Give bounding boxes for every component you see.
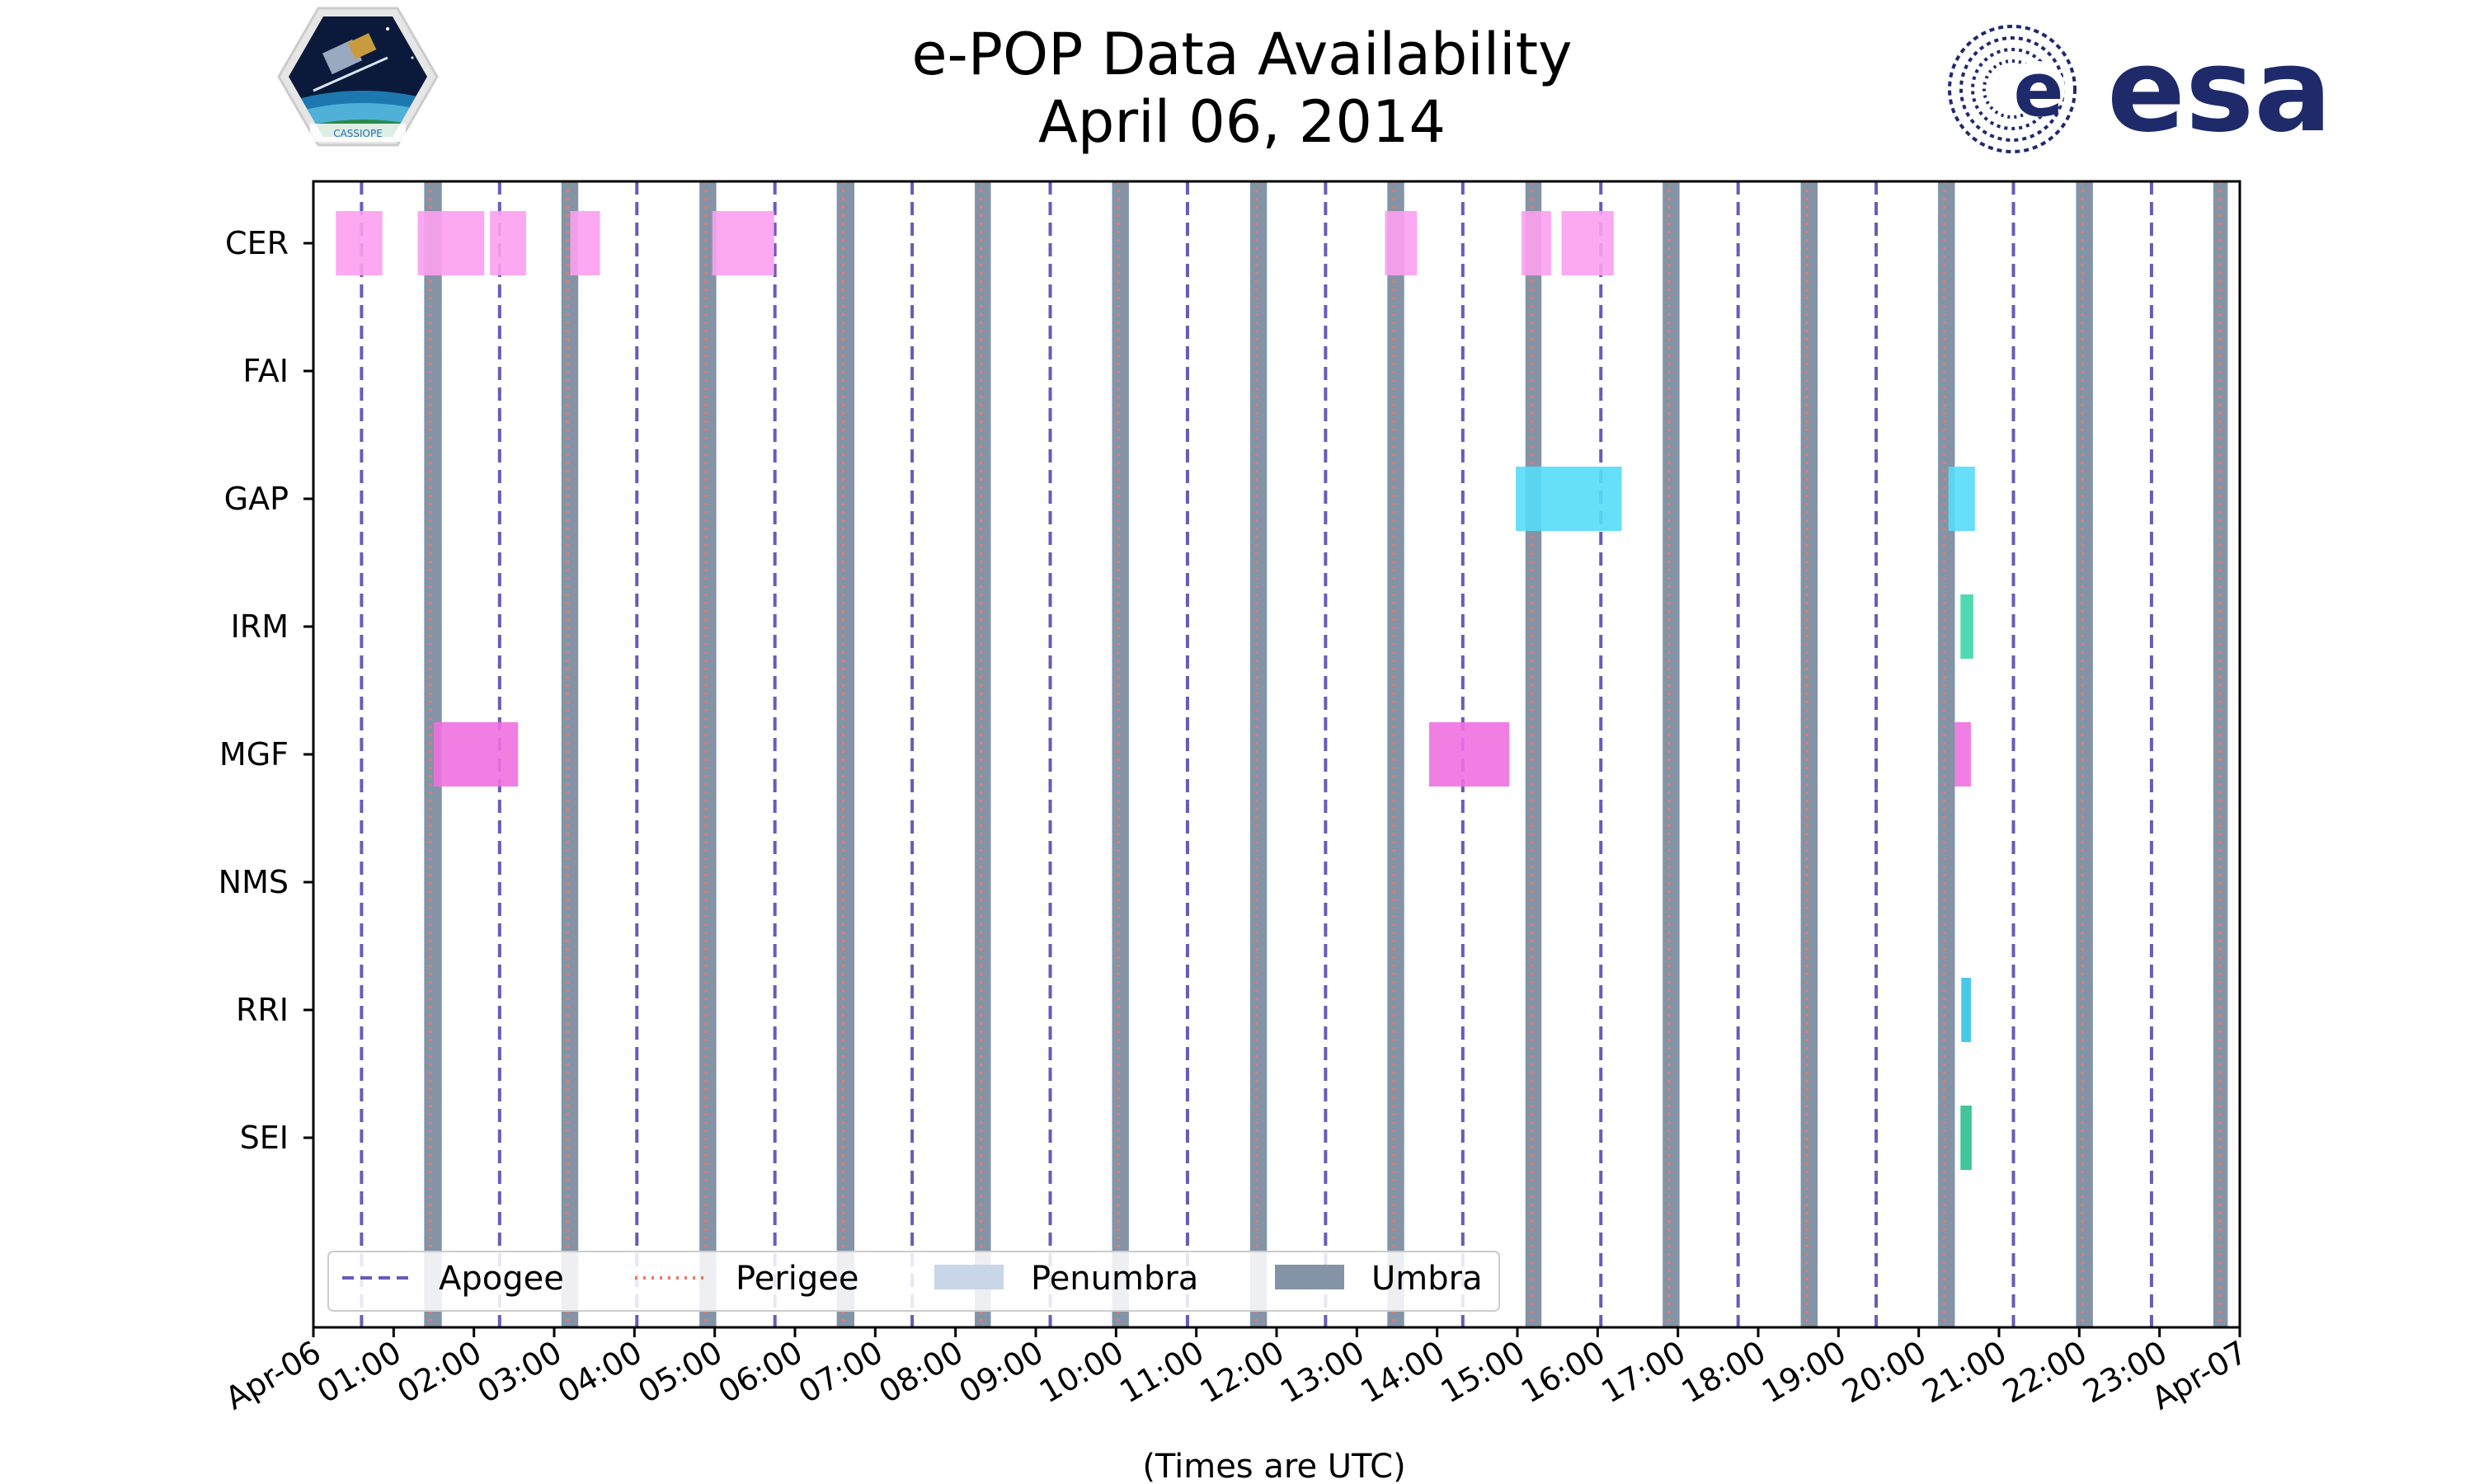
umbra-band xyxy=(1800,181,1818,1327)
availability-bar-gap xyxy=(1516,467,1622,531)
cassiope-logo-text: CASSIOPE xyxy=(333,128,383,139)
esa-logo: e esa xyxy=(1948,24,2332,158)
availability-bar-cer xyxy=(1521,211,1551,275)
x-axis-label: (Times are UTC) xyxy=(1142,1448,1405,1484)
x-tick-label: 18:00 xyxy=(1676,1334,1772,1411)
x-tick-label: 17:00 xyxy=(1595,1334,1691,1411)
x-axis: Apr-0601:0002:0003:0004:0005:0006:0007:0… xyxy=(219,1327,2254,1416)
availability-bar-cer xyxy=(336,211,383,275)
availability-bar-mgf xyxy=(1428,722,1510,787)
x-tick-label: 07:00 xyxy=(793,1334,889,1411)
availability-bar-cer xyxy=(1561,211,1614,275)
x-tick-label: 13:00 xyxy=(1274,1334,1371,1411)
umbra-band xyxy=(699,181,717,1327)
x-tick-label: 16:00 xyxy=(1515,1334,1611,1411)
legend-box xyxy=(327,1251,1500,1312)
x-tick-label: 15:00 xyxy=(1435,1334,1531,1411)
y-axis: CER FAI GAP IRM MGF NMS RRI SEI xyxy=(219,225,313,1156)
legend-umbra-swatch xyxy=(1275,1265,1344,1289)
umbra-band xyxy=(1112,181,1129,1327)
umbra-bands xyxy=(424,181,2228,1327)
y-tick-label: FAI xyxy=(242,353,289,389)
umbra-band xyxy=(1938,181,1955,1327)
availability-bar-mgf xyxy=(434,722,519,787)
legend-penumbra-swatch xyxy=(934,1265,1004,1289)
availability-bar-rri xyxy=(1961,978,1971,1042)
x-tick-label: 12:00 xyxy=(1194,1334,1291,1411)
y-tick-label: SEI xyxy=(240,1120,289,1156)
umbra-band xyxy=(2213,181,2228,1327)
umbra-band xyxy=(561,181,579,1327)
x-tick-label: 04:00 xyxy=(552,1334,648,1411)
availability-bar-cer xyxy=(1385,211,1418,275)
x-tick-label: 14:00 xyxy=(1354,1334,1451,1411)
legend-perigee-label: Perigee xyxy=(736,1260,858,1298)
x-tick-label: 10:00 xyxy=(1033,1334,1130,1411)
x-tick-label: Apr-06 xyxy=(219,1334,327,1417)
umbra-band xyxy=(1249,181,1268,1327)
y-tick-label: IRM xyxy=(231,608,289,645)
esa-swirl-icon: e xyxy=(1948,25,2077,153)
availability-bar-irm xyxy=(1960,594,1973,659)
chart-subtitle: April 06, 2014 xyxy=(1038,88,1446,156)
x-tick-label: 22:00 xyxy=(1997,1334,2093,1411)
apogee-lines xyxy=(360,181,2153,1327)
legend-umbra-label: Umbra xyxy=(1371,1260,1483,1298)
x-tick-label: 09:00 xyxy=(953,1334,1050,1411)
x-tick-label: 19:00 xyxy=(1756,1334,1852,1411)
chart-title: e-POP Data Availability xyxy=(911,21,1572,88)
umbra-band xyxy=(836,181,855,1327)
umbra-band xyxy=(975,181,991,1327)
availability-bar-cer xyxy=(490,211,526,275)
availability-bar-gap xyxy=(1948,467,1975,531)
x-tick-label: 06:00 xyxy=(713,1334,809,1411)
x-tick-label: 05:00 xyxy=(632,1334,728,1411)
x-tick-label: 03:00 xyxy=(472,1334,568,1411)
y-tick-label: GAP xyxy=(224,481,289,517)
umbra-band xyxy=(1525,181,1542,1327)
legend-apogee-label: Apogee xyxy=(439,1260,564,1298)
legend: Apogee Perigee Penumbra Umbra xyxy=(327,1251,1500,1312)
x-tick-label: 21:00 xyxy=(1917,1334,2013,1411)
availability-bar-mgf xyxy=(1954,722,1971,787)
x-tick-label: 08:00 xyxy=(872,1334,969,1411)
esa-logo-text: esa xyxy=(2107,24,2332,158)
x-tick-label: 20:00 xyxy=(1836,1334,1932,1411)
availability-bar-cer xyxy=(417,211,485,275)
umbra-band xyxy=(424,181,442,1327)
perigee-lines xyxy=(429,181,2222,1327)
svg-text:e: e xyxy=(2013,47,2063,134)
x-tick-label: 01:00 xyxy=(311,1334,407,1411)
x-tick-label: 02:00 xyxy=(391,1334,487,1411)
x-tick-label: 11:00 xyxy=(1113,1334,1210,1411)
y-tick-label: CER xyxy=(225,225,289,261)
availability-bar-sei xyxy=(1960,1106,1972,1170)
umbra-band xyxy=(2076,181,2093,1327)
availability-bars xyxy=(336,211,1975,1170)
y-tick-label: RRI xyxy=(236,992,289,1028)
y-tick-label: NMS xyxy=(219,864,289,900)
umbra-band xyxy=(1387,181,1404,1327)
legend-penumbra-label: Penumbra xyxy=(1031,1260,1198,1298)
availability-bar-cer xyxy=(712,211,774,275)
umbra-band xyxy=(1663,181,1680,1327)
availability-bar-cer xyxy=(570,211,600,275)
y-tick-label: MGF xyxy=(219,736,289,773)
